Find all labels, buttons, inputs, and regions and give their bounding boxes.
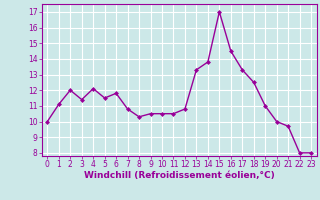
X-axis label: Windchill (Refroidissement éolien,°C): Windchill (Refroidissement éolien,°C)	[84, 171, 275, 180]
